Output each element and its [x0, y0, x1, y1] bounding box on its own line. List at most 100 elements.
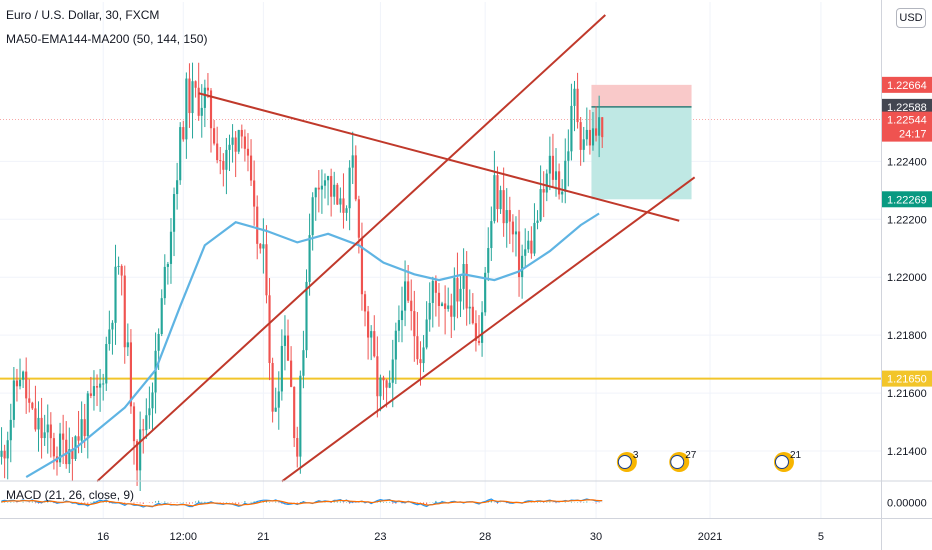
candle-body [268, 295, 271, 364]
candle-body [89, 393, 92, 396]
candle-body [299, 375, 302, 457]
candle-body [582, 139, 585, 150]
candle-body [290, 360, 293, 387]
candle-body [314, 187, 317, 198]
price-tag-label: 1.21650 [887, 374, 927, 386]
trend-line-1[interactable] [198, 92, 680, 222]
candle-body [31, 402, 34, 409]
long-short-position-tool[interactable] [591, 84, 692, 200]
candle-body [86, 393, 89, 437]
candle-body [293, 386, 296, 439]
candle-body [108, 329, 111, 345]
candle-body [554, 171, 558, 180]
candle-body [271, 363, 274, 412]
price-tick-label: 1.22200 [887, 214, 927, 226]
time-tick-label: 23 [374, 531, 386, 543]
candle-body [444, 303, 447, 309]
candle-body [521, 255, 524, 278]
candle-body [376, 356, 379, 397]
candle-body [419, 359, 422, 364]
macd-pane [0, 480, 932, 508]
candle-body [391, 359, 394, 383]
macd-legend[interactable]: MACD (21, 26, close, 9) [6, 488, 135, 502]
candle-body [163, 266, 166, 299]
candle-body [25, 371, 28, 399]
candle-body [231, 137, 234, 145]
candle-body [237, 129, 240, 152]
candle-body [342, 198, 345, 213]
candle-body [37, 417, 40, 430]
candle-body [80, 419, 83, 441]
price-tag[interactable] [882, 111, 932, 142]
price-tick-label: 1.21800 [887, 330, 927, 342]
candle-body [493, 175, 496, 222]
candle-body [533, 222, 536, 254]
price-tag[interactable] [882, 370, 932, 387]
macd-tick-label: 0.00000 [887, 498, 927, 510]
candle-body [123, 275, 126, 348]
candle-body [302, 350, 305, 376]
candle-body [219, 160, 222, 162]
candle-body [243, 136, 246, 149]
candle-body [431, 280, 434, 303]
indicator-legend[interactable]: MA50-EMA144-MA200 (50, 144, 150) [6, 32, 208, 46]
candle-body [126, 342, 129, 348]
candle-body [348, 167, 351, 209]
candle-body [373, 331, 376, 357]
candle-body [465, 264, 468, 309]
candle-body [382, 377, 385, 381]
price-tag[interactable] [882, 98, 932, 115]
candle-body [206, 87, 210, 91]
candle-body [49, 424, 52, 439]
trend-lines[interactable] [96, 14, 696, 483]
candle-body [490, 221, 493, 249]
candle-body [191, 81, 194, 114]
time-tick-label: 28 [479, 531, 491, 543]
take-profit-zone[interactable] [591, 106, 692, 200]
candle-body [216, 143, 219, 161]
candle-body [551, 155, 555, 180]
candle-body [15, 380, 19, 387]
candle-body [323, 180, 327, 186]
candle-body [176, 180, 179, 195]
candle-body [524, 249, 527, 256]
event-count: 21 [790, 450, 802, 461]
candle-body [542, 189, 545, 193]
economic-events: 3 27 21 [616, 450, 802, 472]
candle-body [46, 424, 49, 433]
candle-body [459, 288, 462, 302]
trend-line-3[interactable] [281, 176, 696, 483]
candle-body [95, 386, 99, 388]
candle-body [468, 306, 471, 309]
event-count: 3 [633, 450, 639, 461]
trend-line-2[interactable] [96, 14, 606, 483]
candle-body [265, 244, 268, 296]
candle-body [471, 306, 474, 324]
candle-body [539, 189, 542, 221]
flag-icon [774, 455, 789, 469]
currency-button[interactable]: USD [896, 8, 926, 28]
stop-loss-zone[interactable] [591, 84, 692, 107]
candle-body [194, 81, 197, 88]
price-tag[interactable] [882, 76, 932, 93]
price-tag-label: 1.22664 [887, 80, 927, 92]
price-tag-label: 1.22588 [887, 102, 927, 114]
candle-body [548, 155, 551, 174]
candle-body [142, 429, 145, 431]
candlestick-series [0, 62, 604, 491]
candle-body [588, 129, 591, 146]
candle-body [246, 148, 250, 156]
chart-grid [0, 2, 881, 518]
candle-body [22, 371, 25, 380]
price-tag[interactable] [882, 191, 932, 208]
candle-body [145, 415, 148, 431]
candle-body [502, 190, 505, 224]
candle-body [136, 441, 139, 471]
candle-body [351, 155, 354, 168]
candle-body [222, 160, 225, 170]
candle-body [477, 340, 481, 343]
candle-body [474, 323, 478, 341]
candle-body [262, 244, 265, 249]
candle-body [197, 87, 200, 116]
